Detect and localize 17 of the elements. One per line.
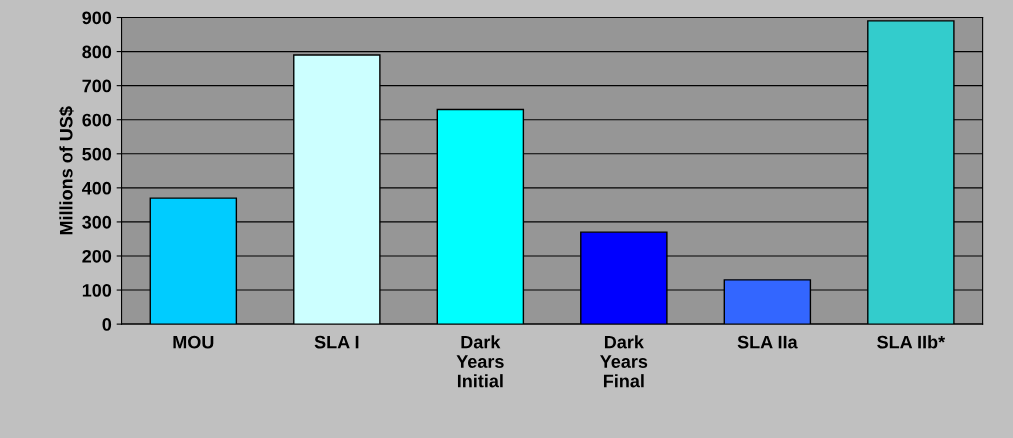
- y-tick-label: 100: [82, 283, 112, 297]
- y-tick-label: 800: [82, 45, 112, 59]
- x-tick-label: SLA I: [314, 335, 359, 349]
- x-tick-label: SLA IIb*: [877, 335, 946, 349]
- x-tick-label: Dark Years Final: [600, 335, 648, 388]
- y-tick-label: 200: [82, 249, 112, 263]
- y-tick-label: 400: [81, 181, 112, 195]
- x-tick-label: SLA IIa: [737, 335, 798, 349]
- y-tick-label: 700: [82, 79, 112, 93]
- x-tick-label: Dark Years Initial: [456, 335, 504, 388]
- y-axis-title: Millions of US$: [59, 106, 74, 235]
- y-tick-label: 500: [82, 147, 112, 161]
- x-tick-label: MOU: [173, 335, 214, 349]
- y-tick-label: 300: [82, 215, 112, 229]
- y-tick-label: 900: [82, 11, 112, 25]
- y-tick-label: 600: [82, 113, 112, 127]
- y-tick-label: 0: [102, 318, 112, 331]
